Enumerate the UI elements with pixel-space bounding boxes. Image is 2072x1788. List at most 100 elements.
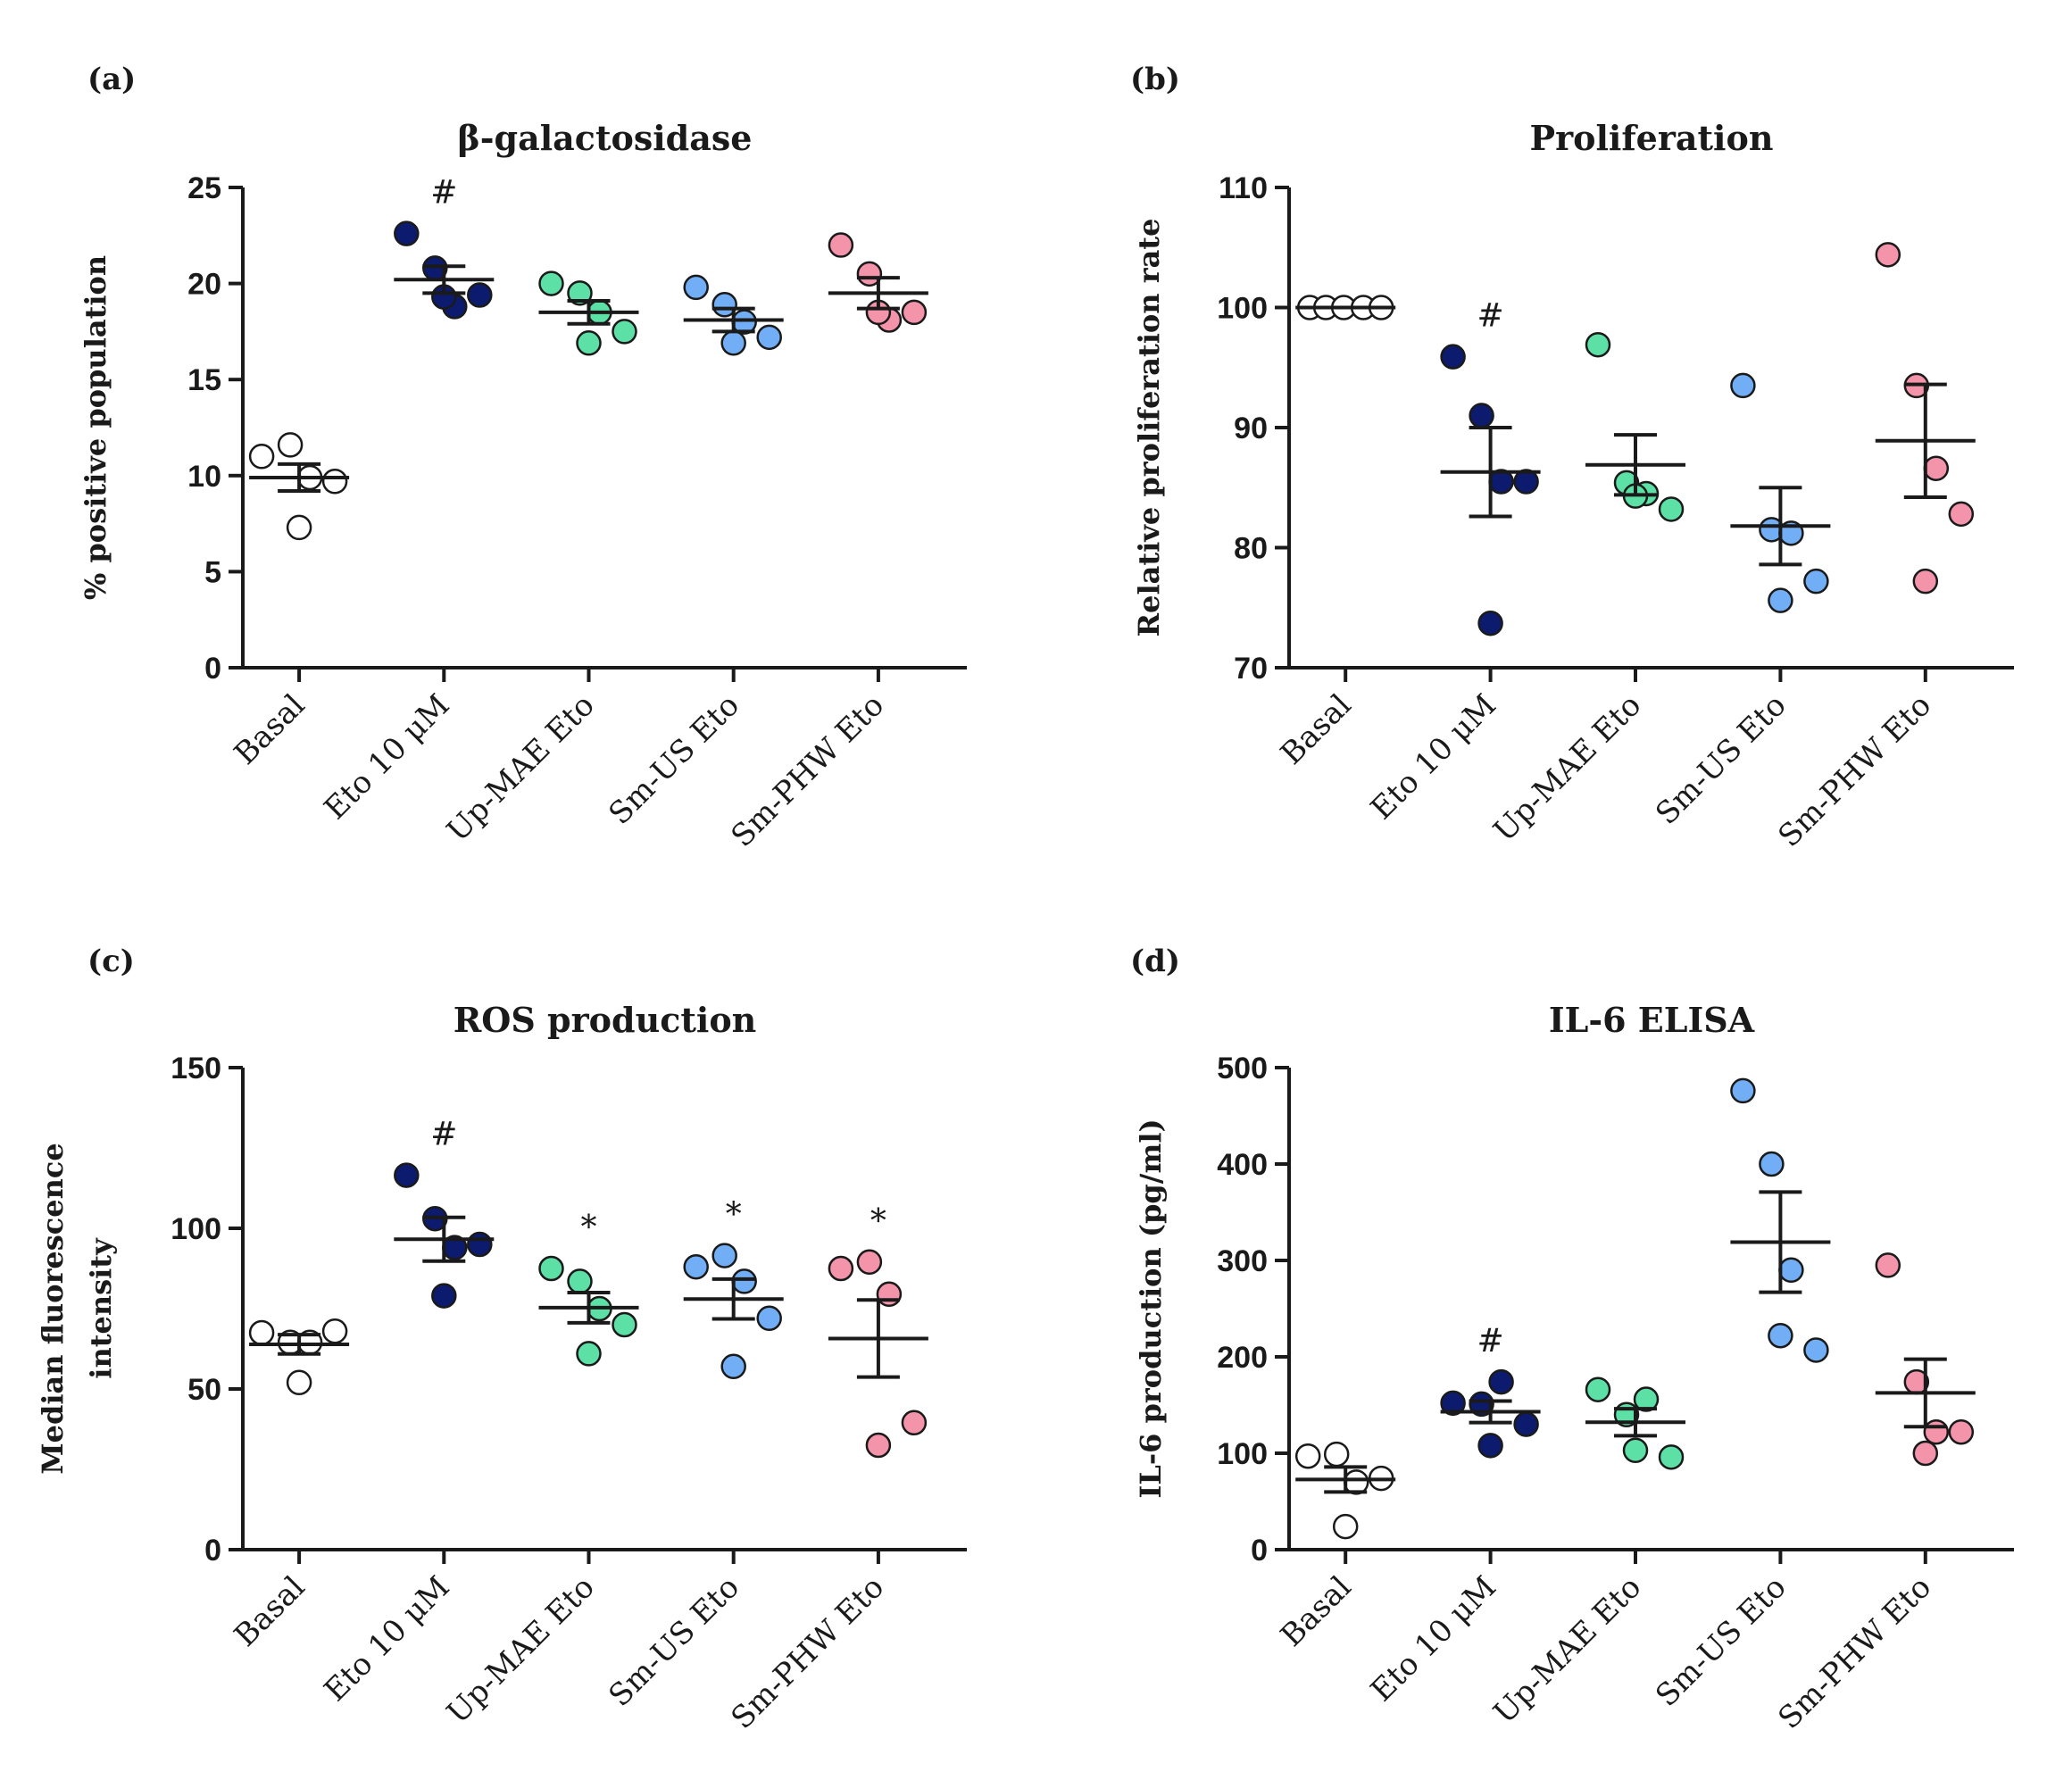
data-point — [1912, 568, 1939, 595]
data-point — [1585, 331, 1611, 358]
data-point — [711, 292, 737, 318]
data-point — [1440, 1390, 1466, 1417]
y-tick-label: 5 — [204, 555, 221, 589]
data-point — [901, 299, 928, 326]
y-tick-label: 70 — [1234, 652, 1268, 686]
data-point — [538, 270, 564, 296]
data-point — [1622, 1437, 1649, 1464]
panel-label: (d) — [1130, 944, 1180, 979]
significance-marker: # — [430, 175, 457, 212]
panel-c: (c) ROS production Median fluorescence inte… — [36, 944, 967, 1736]
y-tick-label: 500 — [1217, 1052, 1268, 1085]
data-point — [1948, 1418, 1975, 1445]
data-point — [1658, 496, 1685, 522]
x-tick-label: Sm-PHW Eto — [1771, 687, 1938, 854]
y-tick-label: 10 — [187, 460, 221, 494]
data-point — [1469, 1391, 1494, 1418]
x-tick-label: Eto 10 μM — [318, 1569, 457, 1709]
panel-label: (b) — [1130, 62, 1180, 97]
y-tick-label: 300 — [1217, 1244, 1268, 1278]
data-point — [1633, 1386, 1660, 1412]
data-point — [467, 282, 493, 308]
data-point — [612, 1311, 637, 1338]
chart-title: β-galactosidase — [458, 118, 753, 158]
y-axis-label: % positive population — [79, 255, 112, 600]
x-tick-label: Up-MAE Eto — [1486, 1569, 1648, 1731]
x-tick-label: Up-MAE Eto — [1486, 687, 1648, 849]
x-tick-label: Eto 10 μM — [318, 687, 457, 827]
x-tick-label: Sm-US Eto — [1649, 1569, 1793, 1714]
significance-marker: # — [1477, 298, 1504, 335]
y-tick-label: 50 — [187, 1373, 221, 1407]
y-tick-label: 0 — [204, 1534, 221, 1568]
data-point — [1768, 1322, 1793, 1349]
y-tick-label: 90 — [1234, 412, 1268, 445]
y-tick-label: 200 — [1217, 1341, 1268, 1375]
data-point — [720, 330, 746, 356]
data-point — [876, 1281, 903, 1308]
y-tick-label: 110 — [1219, 171, 1268, 205]
data-point — [901, 1410, 928, 1436]
y-tick-label: 400 — [1217, 1148, 1268, 1182]
data-point — [856, 1249, 883, 1276]
data-point — [248, 1319, 275, 1346]
data-point — [1477, 1433, 1503, 1459]
data-point — [1488, 1368, 1514, 1395]
x-tick-label: Sm-PHW Eto — [724, 1569, 891, 1736]
data-point — [394, 220, 420, 246]
data-point — [731, 1268, 757, 1294]
y-axis-label: Median fluorescence — [36, 1143, 70, 1475]
data-point — [683, 1253, 709, 1280]
data-point — [612, 319, 637, 345]
panel-label: (a) — [87, 62, 136, 97]
data-point — [576, 1341, 602, 1367]
y-tick-label: 20 — [187, 268, 221, 302]
data-point — [1332, 1513, 1359, 1540]
data-point — [828, 1255, 854, 1282]
y-tick-label: 100 — [1217, 292, 1268, 326]
significance-marker: # — [430, 1117, 457, 1153]
panel-label: (c) — [87, 944, 135, 979]
x-tick-label: Sm-US Eto — [602, 687, 746, 832]
data-point — [1513, 469, 1539, 495]
data-point — [1585, 1376, 1611, 1402]
data-point — [756, 1305, 782, 1332]
data-point — [1294, 1443, 1321, 1469]
y-tick-label: 80 — [1234, 532, 1268, 566]
y-tick-label: 100 — [171, 1212, 221, 1246]
data-point — [321, 1318, 348, 1344]
data-point — [1803, 1337, 1829, 1363]
data-point — [321, 469, 348, 495]
x-tick-label: Basal — [228, 1569, 312, 1654]
data-point — [1948, 501, 1975, 528]
data-point — [567, 1268, 593, 1294]
data-point — [1477, 610, 1503, 636]
x-tick-label: Up-MAE Eto — [440, 1569, 602, 1731]
data-point — [856, 261, 883, 287]
data-point — [683, 274, 709, 301]
data-point — [1658, 1444, 1685, 1470]
data-point — [711, 1243, 737, 1268]
panel-a: (a) β-galactosidase % positive population 0… — [79, 62, 967, 854]
data-point — [720, 1353, 746, 1380]
x-tick-label: Basal — [1274, 1569, 1359, 1654]
significance-marker: * — [726, 1197, 742, 1234]
data-point — [286, 1369, 312, 1396]
data-point — [286, 514, 312, 541]
data-point — [828, 232, 854, 258]
data-point — [1778, 1257, 1804, 1284]
data-point — [1759, 1151, 1785, 1177]
data-point — [1513, 1411, 1539, 1437]
data-point — [1875, 1252, 1901, 1278]
data-point — [576, 330, 602, 356]
significance-marker: * — [870, 1203, 886, 1240]
y-tick-label: 15 — [187, 363, 221, 397]
data-point — [467, 1231, 493, 1258]
y-axis-label: intensity — [84, 1237, 118, 1379]
panel-b: (b) Proliferation Relative proliferation r… — [1130, 62, 2014, 854]
x-tick-label: Sm-US Eto — [1649, 687, 1793, 832]
x-tick-label: Eto 10 μM — [1364, 687, 1503, 827]
data-point — [1923, 455, 1950, 481]
data-point — [865, 1432, 892, 1459]
data-point — [1323, 1441, 1350, 1468]
